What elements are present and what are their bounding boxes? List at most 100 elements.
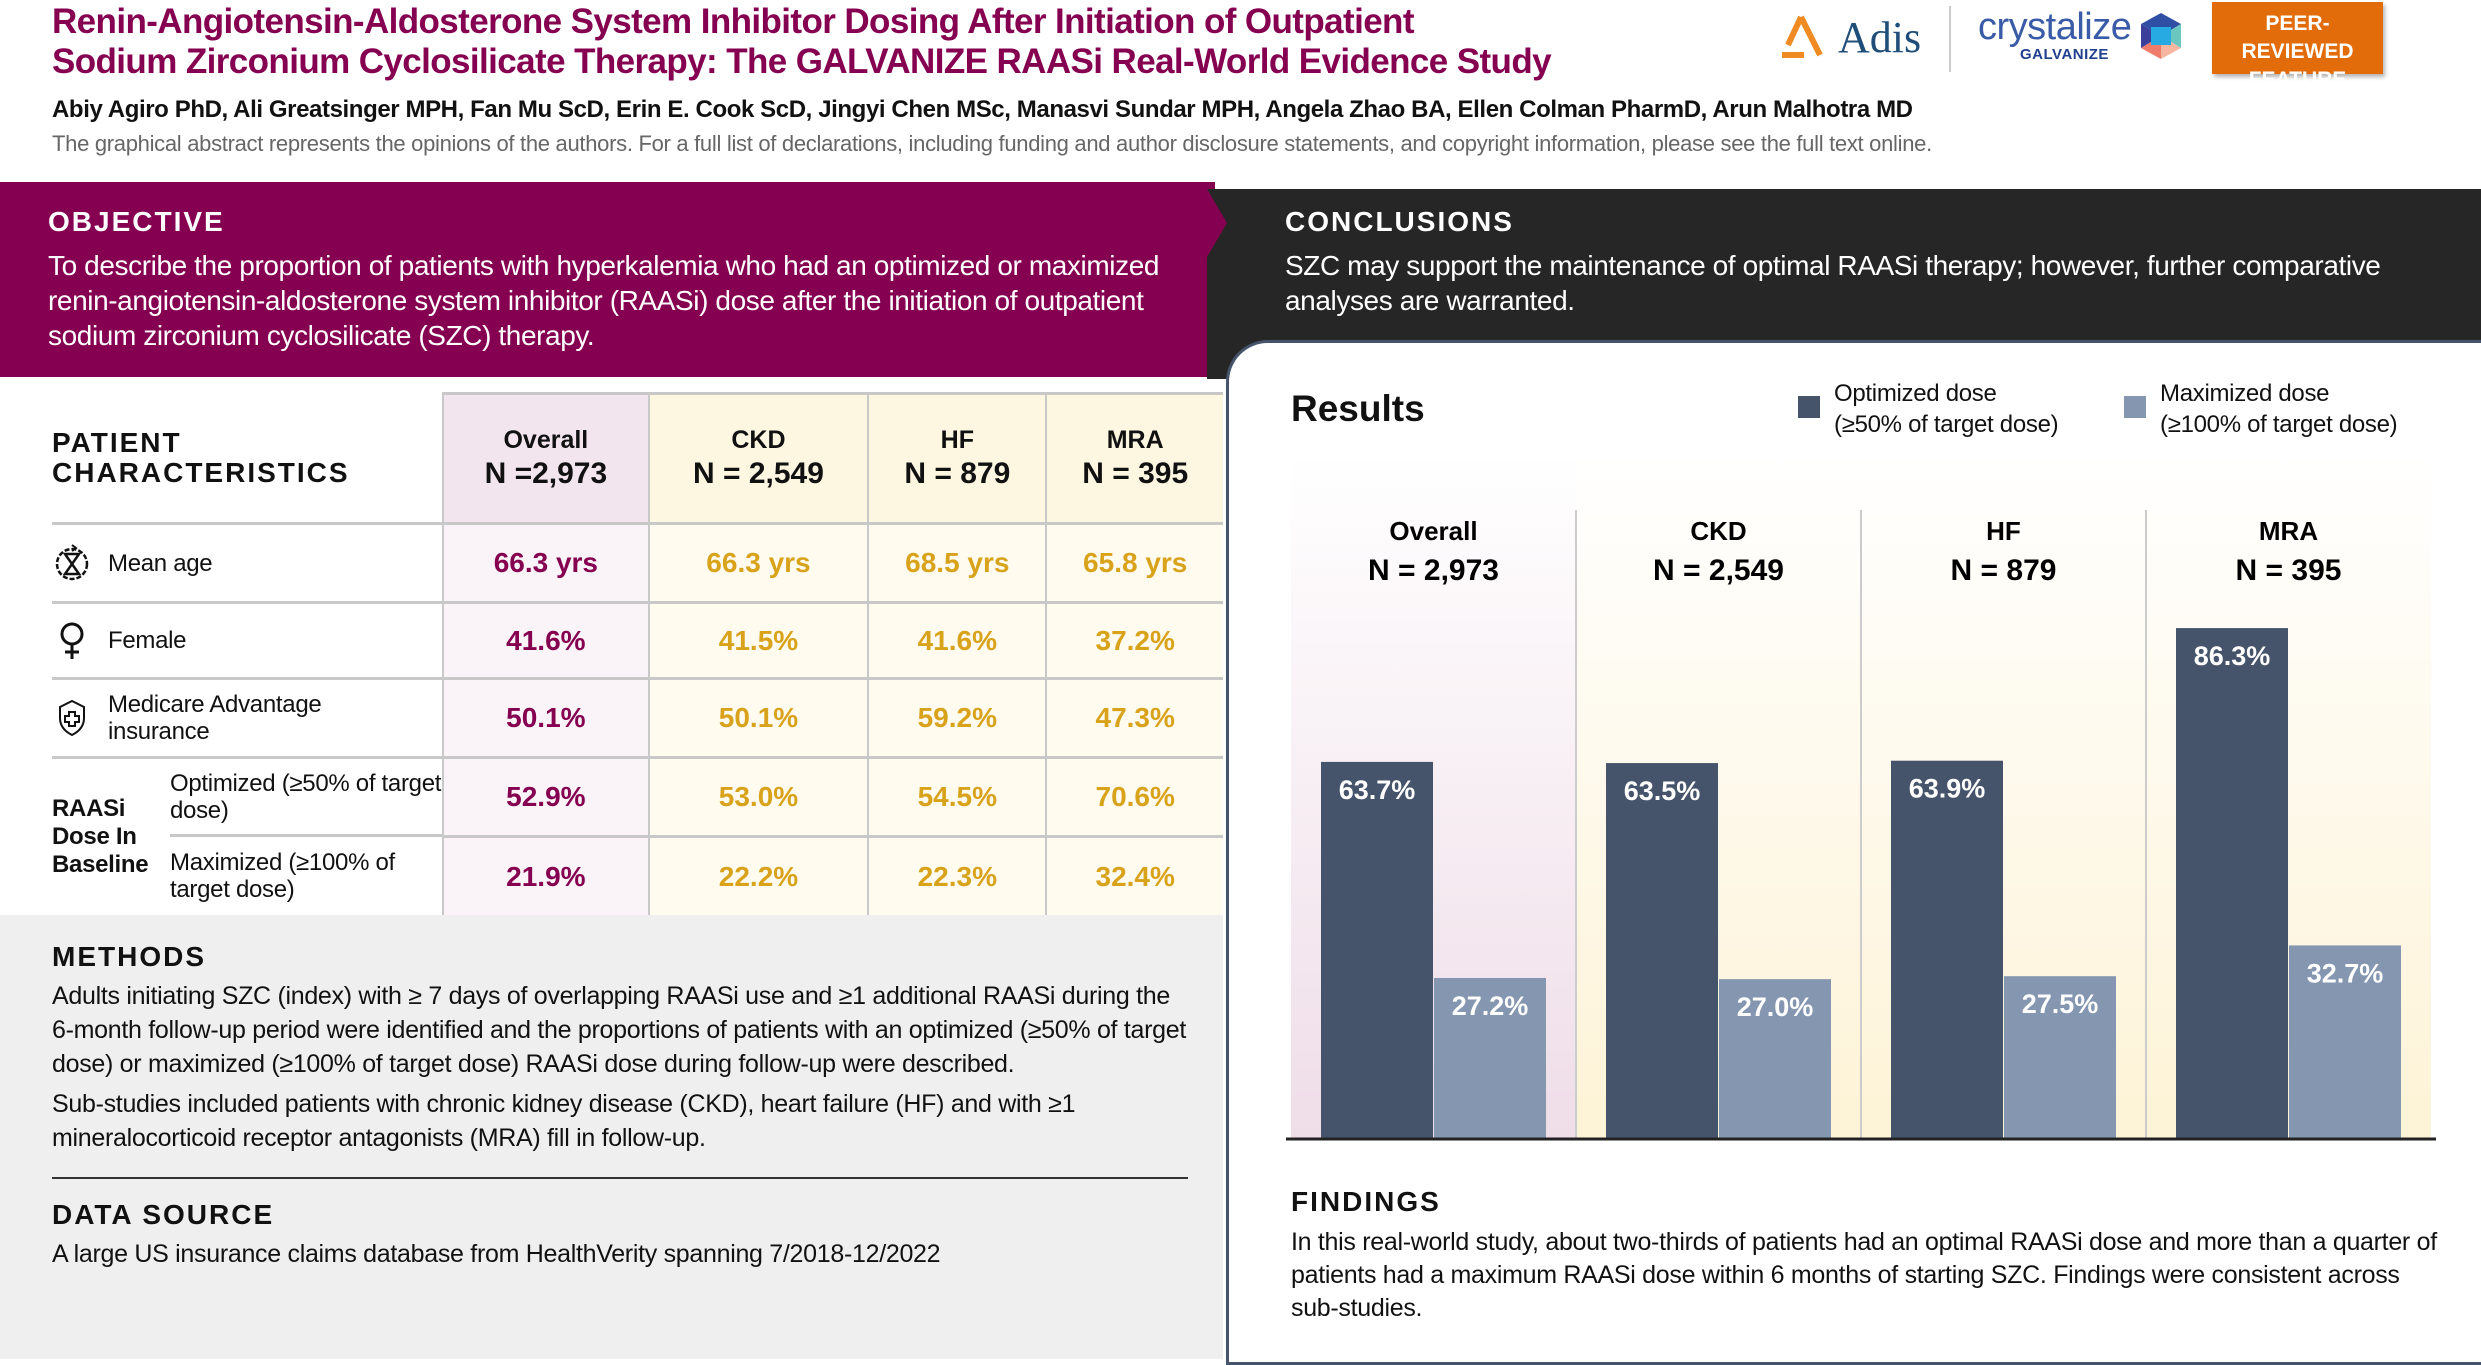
category-n-label: N = 395 [2236, 554, 2342, 587]
bar-optimized [1321, 761, 1433, 1139]
logo-divider [1949, 6, 1951, 72]
title-line: Renin-Angiotensin-Aldosterone System Inh… [52, 2, 1414, 41]
bar-optimized [1891, 760, 2003, 1139]
crystalize-logo: crystalize GALVANIZE [1978, 8, 2183, 63]
methods-section: METHODS Adults initiating SZC (index) wi… [0, 915, 1223, 1359]
methods-paragraph: Sub-studies included patients with chron… [52, 1090, 1076, 1152]
table-row: Medicare Advantage insurance 50.1% 50.1%… [52, 678, 1223, 759]
bar-value-label: 63.5% [1624, 776, 1701, 806]
objective-text: To describe the proportion of patients w… [48, 250, 1160, 351]
row-label: Female [108, 627, 187, 654]
bar-value-label: 32.7% [2307, 958, 2384, 988]
table-row: Female 41.6% 41.5% 41.6% 37.2% [52, 602, 1223, 680]
table-heading: PATIENT CHARACTERISTICS [52, 393, 443, 525]
category-label: MRA [2259, 516, 2318, 546]
cell-value: 66.3 yrs [647, 523, 869, 604]
section-divider [52, 1177, 1188, 1179]
bar-maximized [2004, 976, 2116, 1139]
column-header-ckd: CKD N = 2,549 [647, 392, 869, 525]
findings-heading: FINDINGS [1291, 1186, 1441, 1217]
cell-value: 41.5% [647, 602, 869, 680]
disclaimer: The graphical abstract represents the op… [52, 131, 1932, 156]
bar-value-label: 27.2% [1452, 991, 1529, 1021]
category-n-label: N = 2,973 [1368, 554, 1499, 587]
category-label: Overall [1389, 516, 1477, 546]
hourglass-icon [52, 543, 92, 583]
findings-text: In this real-world study, about two-thir… [1291, 1228, 2437, 1322]
row-label: Optimized (≥50% of target dose) [170, 760, 442, 837]
cell-value: 41.6% [867, 602, 1047, 680]
page-title: Renin-Angiotensin-Aldosterone System Inh… [52, 2, 1552, 82]
cell-value: 53.0% [647, 757, 869, 838]
cell-value: 50.1% [647, 678, 869, 759]
table-row: RAASi Dose In Baseline Optimized (≥50% o… [52, 757, 1223, 918]
cell-value: 65.8 yrs [1045, 523, 1223, 604]
column-header-hf: HF N = 879 [867, 392, 1047, 525]
legend-item-optimized: Optimized dose (≥50% of target dose) [1798, 378, 2059, 440]
hexagon-gem-icon [2141, 12, 2182, 59]
methods-paragraph: Adults initiating SZC (index) with ≥ 7 d… [52, 982, 1186, 1078]
adis-wordmark: Adis [1838, 12, 1922, 62]
data-source-heading: DATA SOURCE [52, 1199, 275, 1230]
row-label: Mean age [108, 549, 213, 577]
table-row: 21.9% 22.2% 22.3% 32.4% [52, 836, 1223, 918]
bar-maximized [1434, 977, 1546, 1139]
authors: Abiy Agiro PhD, Ali Greatsinger MPH, Fan… [52, 96, 1913, 123]
female-icon [52, 621, 92, 661]
patient-characteristics-table: PATIENT CHARACTERISTICS Overall N =2,973 … [52, 392, 1223, 918]
arrow-divider [1207, 189, 1227, 257]
conclusions-text: SZC may support the maintenance of optim… [1285, 250, 2381, 316]
bar-value-label: 27.0% [1737, 992, 1814, 1022]
chart-title: Results [1291, 388, 1425, 429]
row-label: Maximized (≥100% of target dose) [170, 848, 395, 903]
conclusions-heading: CONCLUSIONS [1285, 206, 1514, 237]
galvanize-wordmark: GALVANIZE [2020, 46, 2109, 63]
column-header-overall: Overall N =2,973 [442, 392, 649, 525]
bar-value-label: 63.7% [1339, 775, 1416, 805]
title-line: Sodium Zirconium Cyclosilicate Therapy: … [52, 42, 1552, 81]
legend-item-maximized: Maximized dose (≥100% of target dose) [2124, 378, 2398, 440]
adis-logo: Adis [1778, 12, 1921, 62]
cell-value: 22.3% [867, 836, 1047, 918]
cell-value: 52.9% [442, 757, 649, 838]
cell-value: 59.2% [867, 678, 1047, 759]
cell-value: 66.3 yrs [442, 523, 649, 604]
crystalize-wordmark: crystalize [1978, 6, 2132, 48]
adis-triangle-icon [1782, 15, 1823, 58]
objective-section: OBJECTIVE To describe the proportion of … [0, 182, 1215, 377]
cell-value: 47.3% [1045, 678, 1223, 759]
methods-heading: METHODS [52, 941, 206, 972]
cell-value: 21.9% [442, 836, 649, 918]
findings-section: FINDINGS In this real-world study, about… [1291, 1186, 2441, 1325]
bar-maximized [2289, 945, 2401, 1139]
category-n-label: N = 2,549 [1653, 554, 1784, 587]
peer-reviewed-badge: PEER-REVIEWED FEATURE [2212, 2, 2383, 91]
cell-value: 37.2% [1045, 602, 1223, 680]
cell-value: 68.5 yrs [867, 523, 1047, 604]
cell-value: 22.2% [647, 836, 869, 918]
legend-swatch [1798, 396, 1820, 418]
objective-heading: OBJECTIVE [48, 206, 225, 237]
cell-value: 50.1% [442, 678, 649, 759]
bar-optimized [1606, 763, 1718, 1139]
cell-value: 41.6% [442, 602, 649, 680]
cell-value: 70.6% [1045, 757, 1223, 838]
data-source-text: A large US insurance claims database fro… [52, 1240, 941, 1268]
table-header-row: PATIENT CHARACTERISTICS Overall N =2,973 … [52, 392, 1223, 525]
raasi-group-label: RAASi Dose In Baseline [52, 795, 149, 878]
row-label: Medicare Advantage insurance [108, 691, 322, 745]
shield-cross-icon [52, 698, 92, 738]
bar-value-label: 27.5% [2022, 989, 2099, 1019]
table-row: Mean age 66.3 yrs 66.3 yrs 68.5 yrs 65.8… [52, 523, 1223, 604]
cell-value: 54.5% [867, 757, 1047, 838]
category-label: CKD [1690, 516, 1746, 546]
column-header-mra: MRA N = 395 [1045, 392, 1223, 525]
category-n-label: N = 879 [1951, 554, 2057, 587]
bar-value-label: 86.3% [2194, 641, 2271, 671]
legend-swatch [2124, 396, 2146, 418]
bar-maximized [1719, 979, 1831, 1139]
bar-value-label: 63.9% [1909, 774, 1986, 804]
bar-optimized [2176, 628, 2288, 1139]
category-label: HF [1986, 516, 2021, 546]
